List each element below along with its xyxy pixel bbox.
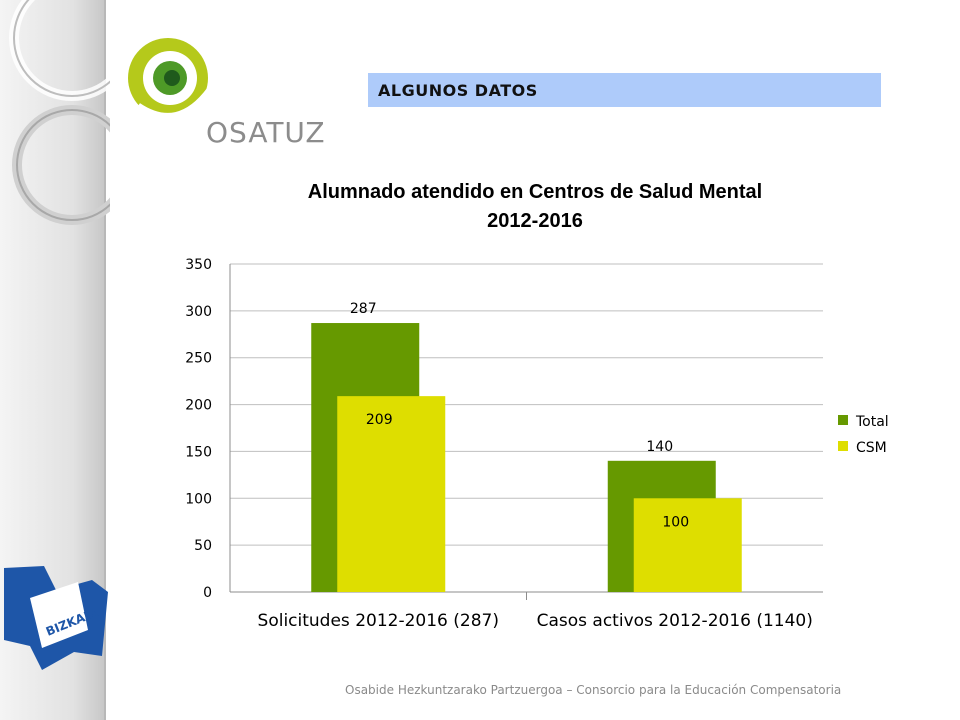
- bar-total: [311, 323, 420, 592]
- x-tick-label: Casos activos 2012-2016 (1140): [537, 611, 813, 631]
- y-tick-label: 350: [185, 257, 212, 273]
- y-tick-label: 50: [194, 538, 212, 554]
- data-label: 287: [350, 301, 377, 317]
- y-tick-label: 0: [203, 585, 212, 601]
- y-tick-label: 200: [185, 398, 212, 414]
- y-tick-label: 150: [185, 444, 212, 460]
- chart-title-line-2: 2012-2016: [487, 210, 583, 232]
- legend-swatch-total: [838, 415, 848, 425]
- legend-label-total: Total: [855, 414, 889, 430]
- legend-swatch-csm: [838, 441, 848, 451]
- logo-text: OSATUZ: [206, 116, 326, 149]
- data-label: 140: [646, 439, 673, 455]
- bar-total: [607, 460, 716, 592]
- bar-csm: [337, 396, 446, 592]
- footer-text: Osabide Hezkuntzarako Partzuergoa – Cons…: [345, 683, 842, 697]
- data-label: 209: [366, 412, 393, 428]
- y-tick-label: 250: [185, 351, 212, 367]
- chart-title: Alumnado atendido en Centros de Salud Me…: [230, 178, 840, 236]
- osatuz-logo: OSATUZ: [128, 38, 326, 149]
- data-label: 100: [662, 514, 689, 530]
- y-tick-label: 100: [185, 491, 212, 507]
- bar-csm: [633, 498, 742, 592]
- legend-label-csm: CSM: [856, 440, 887, 456]
- y-tick-label: 300: [185, 304, 212, 320]
- bizkaia-logo: BIZKAIA: [4, 566, 108, 670]
- chart-title-line-1: Alumnado atendido en Centros de Salud Me…: [307, 181, 763, 203]
- section-header: ALGUNOS DATOS: [368, 73, 881, 107]
- x-tick-label: Solicitudes 2012-2016 (287): [258, 611, 499, 631]
